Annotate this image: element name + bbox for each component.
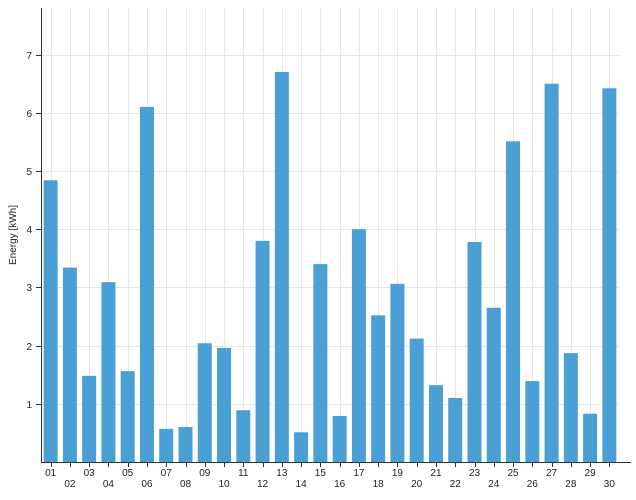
bar-02 xyxy=(62,267,77,462)
x-tick-label: 24 xyxy=(488,479,500,490)
x-tick-label: 04 xyxy=(103,479,115,490)
bar-07 xyxy=(159,428,174,462)
bar-10 xyxy=(217,347,232,462)
horizontal-gridlines xyxy=(41,55,619,405)
x-tick-label: 13 xyxy=(276,468,288,479)
x-tick-label: 08 xyxy=(180,479,192,490)
x-tick-label: 01 xyxy=(45,468,57,479)
bar-11 xyxy=(236,410,251,462)
y-axis-title: Energy [kWh] xyxy=(8,205,19,265)
bar-06 xyxy=(139,106,154,462)
bar-01 xyxy=(43,180,58,463)
x-tick-label: 12 xyxy=(257,479,269,490)
y-tick-label: 4 xyxy=(26,225,32,236)
x-axis: 01 02 03 04 05 06 07 08 09 10 11 12 13 14 15 16 17 18 19 20… xyxy=(41,462,631,490)
x-tick-label: 20 xyxy=(411,479,423,490)
x-tick-label: 09 xyxy=(199,468,211,479)
x-tick-label: 28 xyxy=(565,479,577,490)
bar-12 xyxy=(255,240,270,462)
y-tick-label: 7 xyxy=(26,51,32,62)
x-tick-label: 22 xyxy=(450,479,462,490)
x-tick-label: 19 xyxy=(392,468,404,479)
bar-21 xyxy=(428,385,443,462)
bar-18 xyxy=(371,315,386,462)
x-tick-label: 16 xyxy=(334,479,346,490)
bar-25 xyxy=(506,141,521,463)
bar-15 xyxy=(313,264,328,462)
x-tick-label: 17 xyxy=(353,468,365,479)
bar-09 xyxy=(197,343,212,462)
bar-08 xyxy=(178,427,193,462)
x-tick-label: 21 xyxy=(430,468,442,479)
bar-26 xyxy=(525,381,540,462)
x-tick-label: 10 xyxy=(218,479,230,490)
x-tick-label: 03 xyxy=(84,468,96,479)
bar-28 xyxy=(563,353,578,462)
x-tick-label: 15 xyxy=(315,468,327,479)
bar-20 xyxy=(409,338,424,462)
y-tick-label: 5 xyxy=(26,167,32,178)
x-tick-label: 29 xyxy=(585,468,597,479)
x-tick-label: 27 xyxy=(546,468,558,479)
x-tick-label: 07 xyxy=(161,468,173,479)
bar-23 xyxy=(467,241,482,462)
bar-22 xyxy=(448,397,463,462)
x-tick-label: 06 xyxy=(141,479,153,490)
x-tick-label: 05 xyxy=(122,468,134,479)
bars-group xyxy=(43,72,617,463)
x-tick-label: 23 xyxy=(469,468,481,479)
bar-30 xyxy=(602,88,617,463)
y-tick-label: 6 xyxy=(26,109,32,120)
bar-13 xyxy=(274,72,289,463)
bar-04 xyxy=(101,282,116,462)
y-tick-label: 3 xyxy=(26,283,32,294)
x-tick-label: 25 xyxy=(507,468,519,479)
bar-05 xyxy=(120,371,135,462)
y-tick-label: 2 xyxy=(26,342,32,353)
bar-03 xyxy=(82,375,97,462)
bar-29 xyxy=(583,413,598,462)
x-tick-label: 18 xyxy=(373,479,385,490)
bar-24 xyxy=(486,307,501,462)
x-tick-label: 11 xyxy=(238,468,249,479)
x-tick-label: 26 xyxy=(527,479,539,490)
y-axis: 1 2 3 4 5 6 7 xyxy=(26,8,42,462)
bar-19 xyxy=(390,283,405,462)
bar-14 xyxy=(294,432,309,462)
bar-27 xyxy=(544,83,559,463)
x-tick-label: 14 xyxy=(296,479,308,490)
y-tick-label: 1 xyxy=(26,400,32,411)
bar-17 xyxy=(351,229,366,462)
bar-16 xyxy=(332,416,347,462)
x-tick-label: 02 xyxy=(64,479,76,490)
x-tick-label: 30 xyxy=(604,479,616,490)
